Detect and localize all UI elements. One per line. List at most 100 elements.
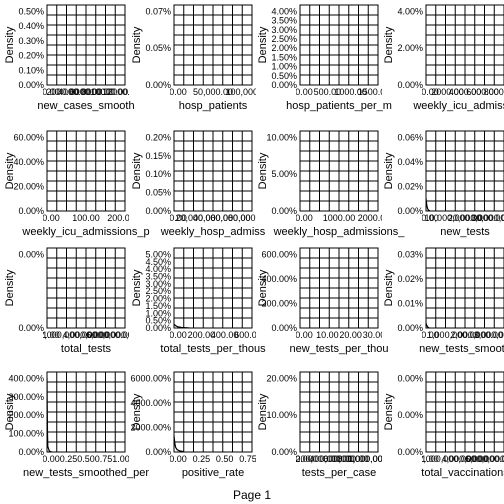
x-tick-label: 1.00 bbox=[42, 330, 60, 340]
x-tick-label: 0.50 bbox=[77, 454, 95, 464]
x-tick-labels: 0.002000.004000.006000.008000.0010000.00… bbox=[42, 87, 140, 97]
x-tick-label: 1.00 bbox=[112, 454, 130, 464]
y-axis-title: Density bbox=[383, 152, 395, 189]
x-tick-label: 1500.00 bbox=[358, 87, 391, 97]
x-tick-label: 0.50 bbox=[216, 454, 234, 464]
y-tick-label: 0.07% bbox=[145, 6, 171, 16]
x-tick-label: 30.00 bbox=[363, 330, 386, 340]
x-tick-label: 0.00 bbox=[295, 454, 313, 464]
x-tick-label: 200.00 bbox=[107, 213, 135, 223]
y-tick-label: 0.00% bbox=[18, 80, 44, 90]
x-tick-label: 0.00 bbox=[295, 87, 313, 97]
y-axis-title: Density bbox=[131, 393, 143, 430]
y-tick-label: 400.00% bbox=[261, 274, 297, 284]
x-tick-label: 12000.00 bbox=[102, 87, 140, 97]
x-tick-label: 2000.00 bbox=[431, 87, 464, 97]
y-tick-label: 0.40% bbox=[18, 21, 44, 31]
x-tick-label: 0.75 bbox=[239, 454, 257, 464]
x-tick-label: 500.00 bbox=[314, 87, 342, 97]
y-tick-label: 0.10% bbox=[145, 169, 171, 179]
x-axis-title: new_tests_smoothed_per bbox=[23, 467, 149, 479]
y-tick-label: 10.00% bbox=[266, 410, 297, 420]
panel-6: 0.00% 0.05% 0.10% 0.15% 0.20% 0.0020,000.0040… bbox=[131, 130, 266, 238]
y-tick-label: 200.00% bbox=[8, 410, 44, 420]
x-tick-label: 60,000.00 bbox=[210, 213, 250, 223]
y-axis-title: Density bbox=[4, 152, 16, 189]
y-tick-label: 0.02% bbox=[397, 181, 423, 191]
y-tick-label: 0.04% bbox=[397, 157, 423, 167]
y-axis-title: Density bbox=[131, 152, 143, 189]
y-tick-label: 0.00% bbox=[18, 249, 44, 259]
x-tick-label: 8000.00 bbox=[484, 87, 504, 97]
x-tick-label: 0.00 bbox=[42, 454, 60, 464]
x-tick-label: 0.00 bbox=[42, 213, 60, 223]
x-tick-label: 400,000.00 bbox=[309, 454, 354, 464]
x-tick-label: 0.00 bbox=[42, 87, 60, 97]
x-axis-title: total_tests_per_thous bbox=[160, 343, 266, 355]
y-tick-label: 10.00% bbox=[266, 132, 297, 142]
panel-9: 0.00%0.00%1.002,000,000,000.004,000,000,… bbox=[4, 247, 133, 355]
y-tick-label: 0.00% bbox=[271, 323, 297, 333]
y-tick-label: 6000.00% bbox=[130, 373, 171, 383]
panel-8: 0.00% 0.02% 0.04% 0.06% 0.0010,000,000.0020,… bbox=[383, 130, 504, 238]
x-tick-label: 4000.00 bbox=[449, 87, 482, 97]
y-tick-label: 0.50% bbox=[145, 316, 171, 326]
y-tick-label: 1.00% bbox=[145, 308, 171, 318]
y-axis-title: Density bbox=[4, 393, 16, 430]
x-axis-title: weekly_icu_admissions_p bbox=[21, 226, 149, 238]
density-curve bbox=[174, 435, 184, 452]
x-axis-title: total_vaccinations bbox=[421, 467, 504, 479]
x-tick-label: 0.00 bbox=[295, 330, 313, 340]
x-axis-title: new_cases_smooth bbox=[37, 100, 134, 112]
y-tick-label: 1.50% bbox=[145, 301, 171, 311]
x-tick-label: 1,000,000.00 bbox=[427, 330, 480, 340]
y-tick-label: 300.00% bbox=[8, 392, 44, 402]
y-axis-title: Density bbox=[257, 26, 269, 63]
y-tick-label: 2.00% bbox=[271, 43, 297, 53]
x-tick-label: 8000.00 bbox=[81, 87, 114, 97]
x-tick-label: 20.00 bbox=[339, 330, 362, 340]
y-tick-label: 0.00% bbox=[145, 206, 171, 216]
x-tick-labels: 1.002,000,000,000.004,000,000,000.006,00… bbox=[422, 454, 504, 464]
x-axis-title: new_tests_smooth bbox=[419, 343, 504, 355]
x-tick-label: 30,000,000.00 bbox=[471, 213, 504, 223]
x-tick-label: 0.00 bbox=[169, 330, 187, 340]
x-tick-labels: 1.002,000,000,000.004,000,000,000.006,00… bbox=[42, 330, 133, 340]
panel-10: 0.00%0.50%1.00%1.50%2.00%2.50%3.00%3.50%… bbox=[131, 247, 266, 355]
x-tick-label: 2000.00 bbox=[358, 213, 391, 223]
x-tick-label: 1,000,000.00 bbox=[348, 454, 401, 464]
panels-layer: 0.00%0.10%0.20%0.30%0.40%0.50%0.002000.0… bbox=[4, 4, 504, 479]
density-curve bbox=[426, 322, 430, 328]
panel-14: 0.00% 2000.00% 4000.00% 6000.00% 0.00 0.25 0.5… bbox=[130, 371, 257, 479]
y-axis-title: Density bbox=[383, 269, 395, 306]
y-tick-label: 0.00% bbox=[18, 447, 44, 457]
x-tick-label: 6,000,000,000.00 bbox=[465, 454, 504, 464]
x-axis-title: weekly_hosp_admissions_ bbox=[273, 226, 406, 238]
x-tick-label: 0.00 bbox=[421, 330, 439, 340]
x-axis-title: new_tests_per_thou bbox=[289, 343, 388, 355]
x-tick-label: 800,000.00 bbox=[337, 454, 382, 464]
panel-11: 0.00% 200.00% 400.00% 600.00% 0.00 10.00 20.00… bbox=[257, 247, 389, 355]
x-axis-title: total_tests bbox=[61, 343, 112, 355]
y-tick-label: 5.00% bbox=[145, 249, 171, 259]
x-tick-label: 0.25 bbox=[193, 454, 211, 464]
panel-5: 0.00% 20.00% 40.00% 60.00% 0.00 100.00 200.00 w… bbox=[4, 130, 150, 238]
x-tick-labels: 0.0010,000,000.0020,000,000.0030,000,000… bbox=[422, 213, 504, 223]
panel-15: 0.00% 10.00% 20.00% 0.00200,000.00400,000.0… bbox=[257, 371, 401, 479]
x-tick-label: 4,000,000,000.00 bbox=[63, 330, 133, 340]
y-tick-label: 4000.00% bbox=[130, 398, 171, 408]
x-axis-title: weekly_icu_admissio bbox=[412, 100, 504, 112]
y-tick-label: 0.00% bbox=[271, 206, 297, 216]
y-axis-title: Density bbox=[257, 269, 269, 306]
y-axis-title: Density bbox=[4, 26, 16, 63]
y-tick-label: 400.00% bbox=[8, 373, 44, 383]
y-tick-label: 0.15% bbox=[145, 151, 171, 161]
panel-13: 0.00% 100.00% 200.00% 300.00% 400.00% 0.00 0.2… bbox=[4, 371, 149, 479]
y-tick-label: 0.00% bbox=[397, 323, 423, 333]
x-tick-label: 100.00 bbox=[72, 213, 100, 223]
x-tick-label: 50,000.00 bbox=[193, 87, 233, 97]
y-tick-label: 0.00% bbox=[397, 447, 423, 457]
